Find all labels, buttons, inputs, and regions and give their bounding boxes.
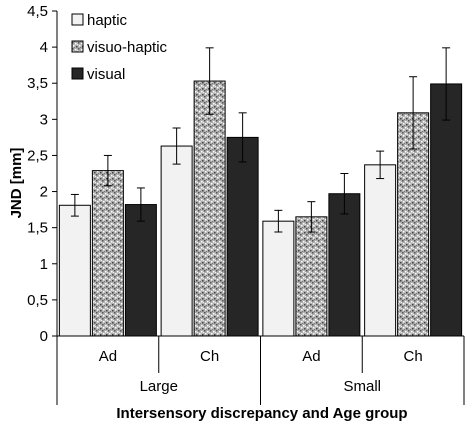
legend-swatch-visual [71, 67, 84, 80]
legend-label-haptic: haptic [87, 12, 128, 29]
bar-visuo-haptic [193, 80, 226, 337]
legend-label-visual: visual [87, 66, 125, 83]
bar-haptic [364, 164, 397, 337]
legend-swatch-haptic [71, 13, 84, 26]
x-category-label: Ad [99, 348, 117, 365]
y-tick-label: 1 [40, 256, 48, 273]
bar-haptic [160, 145, 193, 337]
x-group-label: Small [343, 378, 381, 395]
legend: haptic visuo-haptic visual [71, 12, 168, 83]
bar-visual [430, 83, 463, 337]
y-axis: 0 0,5 1 1,5 2 2,5 3 3,5 4 4,5 [27, 3, 58, 345]
x-axis: Large Small Ad Ch Ad Ch [56, 335, 465, 405]
y-tick-label: 0 [40, 328, 48, 345]
x-category-label: Ch [200, 348, 219, 365]
bar-visual [328, 193, 361, 337]
y-tick-label: 3,5 [27, 75, 48, 92]
y-tick-label: 1,5 [27, 220, 48, 237]
legend-swatch-visuo-haptic [71, 40, 84, 53]
bar-visual [226, 136, 259, 337]
y-tick-label: 0,5 [27, 292, 48, 309]
y-tick-label: 3 [40, 111, 48, 128]
y-axis-label: JND [mm] [8, 148, 25, 219]
bar-haptic [58, 204, 91, 337]
errorbars-layer [70, 47, 451, 233]
bar-visual [124, 204, 157, 337]
x-category-label: Ch [404, 348, 423, 365]
legend-label-visuo-haptic: visuo-haptic [87, 39, 168, 56]
bars-layer [58, 80, 463, 337]
y-tick-label: 2 [40, 184, 48, 201]
bar-visuo-haptic [295, 216, 328, 337]
bar-visuo-haptic [91, 170, 124, 337]
y-tick-label: 4,5 [27, 3, 48, 20]
y-tick-label: 2,5 [27, 147, 48, 164]
x-group-label: Large [140, 378, 178, 395]
bar-visuo-haptic [397, 112, 430, 337]
x-axis-label: Intersensory discrepancy and Age group [116, 405, 407, 422]
bar-haptic [262, 220, 295, 337]
x-category-label: Ad [302, 348, 320, 365]
y-tick-label: 4 [40, 39, 48, 56]
